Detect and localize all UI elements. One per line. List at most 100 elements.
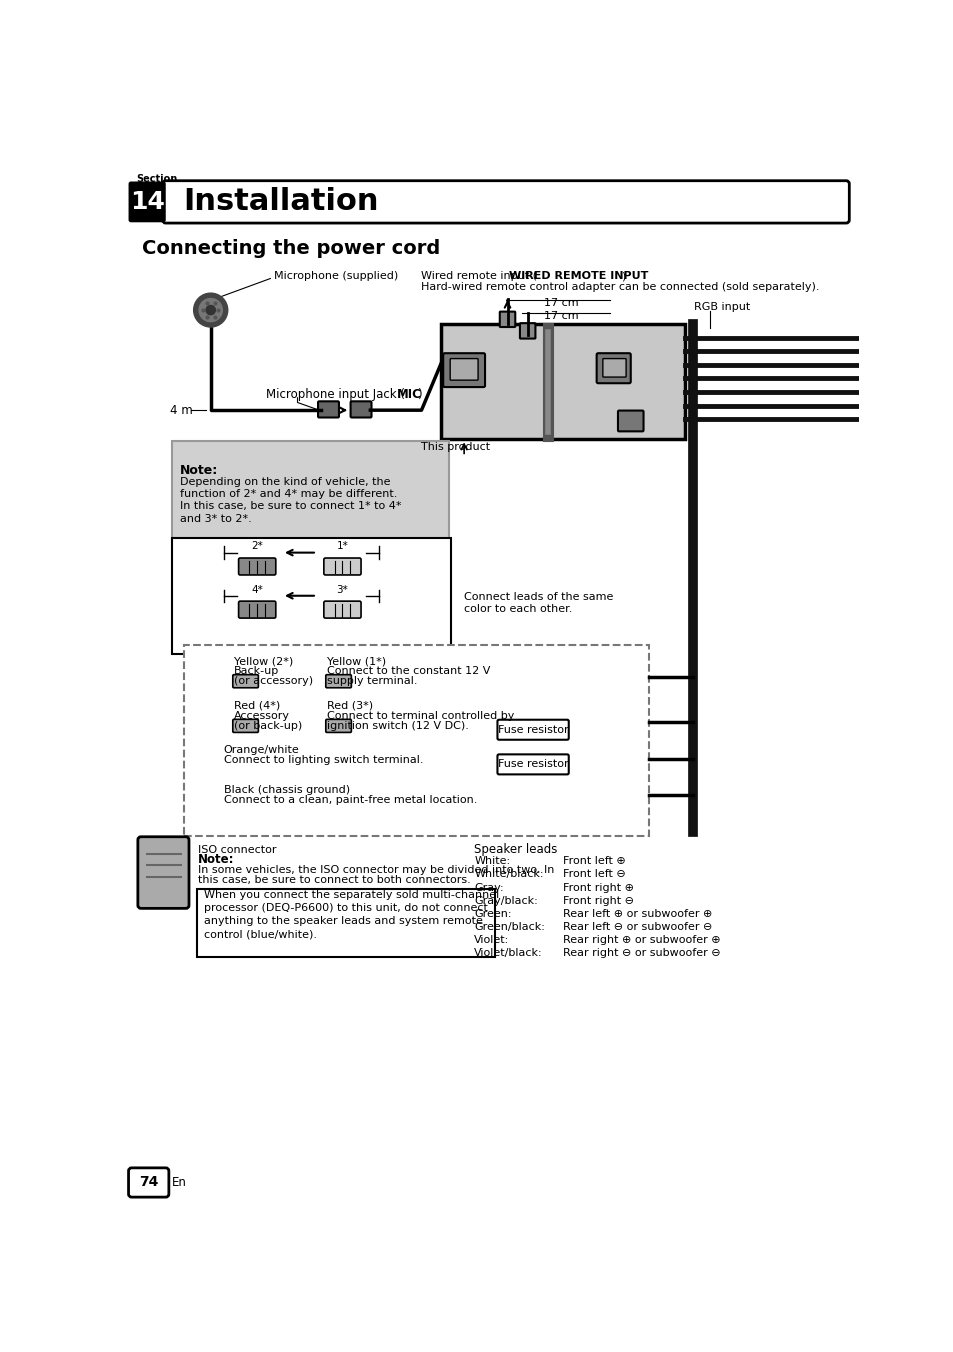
Text: processor (DEQ-P6600) to this unit, do not connect: processor (DEQ-P6600) to this unit, do n…: [204, 903, 488, 914]
FancyBboxPatch shape: [618, 411, 643, 431]
Bar: [172, 538, 451, 653]
Text: Rear right ⊖ or subwoofer ⊖: Rear right ⊖ or subwoofer ⊖: [562, 948, 720, 959]
Text: Gray:: Gray:: [474, 883, 503, 892]
Text: Speaker leads: Speaker leads: [474, 844, 557, 856]
Text: Rear right ⊕ or subwoofer ⊕: Rear right ⊕ or subwoofer ⊕: [562, 936, 720, 945]
Text: ): ): [416, 388, 421, 402]
Text: Note:: Note:: [179, 464, 217, 477]
Text: anything to the speaker leads and system remote: anything to the speaker leads and system…: [204, 917, 483, 926]
Text: MIC: MIC: [396, 388, 421, 402]
FancyBboxPatch shape: [172, 441, 449, 539]
Text: Connect leads of the same: Connect leads of the same: [464, 592, 613, 602]
Text: Note:: Note:: [198, 853, 234, 867]
FancyBboxPatch shape: [233, 675, 258, 688]
FancyBboxPatch shape: [602, 358, 625, 377]
Text: supply terminal.: supply terminal.: [327, 676, 417, 687]
FancyBboxPatch shape: [129, 181, 166, 222]
FancyBboxPatch shape: [497, 754, 568, 775]
FancyBboxPatch shape: [137, 837, 189, 909]
FancyBboxPatch shape: [596, 353, 630, 383]
Text: Microphone (supplied): Microphone (supplied): [274, 272, 398, 281]
Text: Yellow (1*): Yellow (1*): [327, 656, 386, 667]
Text: When you connect the separately sold multi-channel: When you connect the separately sold mul…: [204, 890, 499, 900]
FancyBboxPatch shape: [238, 558, 275, 575]
FancyBboxPatch shape: [238, 602, 275, 618]
Text: Depending on the kind of vehicle, the: Depending on the kind of vehicle, the: [179, 477, 390, 487]
FancyBboxPatch shape: [519, 323, 535, 338]
FancyBboxPatch shape: [184, 645, 649, 836]
Text: In some vehicles, the ISO connector may be divided into two. In: In some vehicles, the ISO connector may …: [198, 865, 554, 875]
FancyBboxPatch shape: [499, 311, 515, 327]
Text: Green/black:: Green/black:: [474, 922, 544, 932]
Text: 17 cm: 17 cm: [543, 299, 578, 308]
FancyBboxPatch shape: [162, 181, 848, 223]
FancyBboxPatch shape: [450, 358, 477, 380]
Text: Front right ⊖: Front right ⊖: [562, 895, 634, 906]
Text: Gray/black:: Gray/black:: [474, 895, 537, 906]
Text: Connecting the power cord: Connecting the power cord: [142, 239, 440, 258]
Text: 74: 74: [139, 1175, 158, 1190]
Text: Connect to terminal controlled by: Connect to terminal controlled by: [327, 711, 514, 721]
Text: ignition switch (12 V DC).: ignition switch (12 V DC).: [327, 721, 468, 731]
FancyBboxPatch shape: [325, 675, 351, 688]
Text: Hard-wired remote control adapter can be connected (sold separately).: Hard-wired remote control adapter can be…: [421, 283, 820, 292]
Text: 14: 14: [130, 189, 165, 214]
FancyBboxPatch shape: [129, 1168, 169, 1197]
Text: 17 cm: 17 cm: [543, 311, 578, 322]
Text: Red (4*): Red (4*): [233, 700, 280, 711]
Text: Fuse resistor: Fuse resistor: [497, 760, 568, 769]
Text: RGB input: RGB input: [694, 301, 750, 312]
Text: Accessory: Accessory: [233, 711, 290, 721]
Text: 4*: 4*: [251, 584, 263, 595]
Text: Front right ⊕: Front right ⊕: [562, 883, 634, 892]
FancyBboxPatch shape: [443, 353, 484, 387]
Text: ): ): [620, 272, 625, 281]
Text: Connect to the constant 12 V: Connect to the constant 12 V: [327, 667, 490, 676]
Text: Connect to lighting switch terminal.: Connect to lighting switch terminal.: [224, 754, 423, 765]
Text: Yellow (2*): Yellow (2*): [233, 656, 293, 667]
FancyBboxPatch shape: [233, 719, 258, 733]
Text: 4 m: 4 m: [170, 404, 193, 416]
Text: control (blue/white).: control (blue/white).: [204, 930, 317, 940]
Text: Back-up: Back-up: [233, 667, 279, 676]
FancyBboxPatch shape: [497, 719, 568, 740]
Text: this case, be sure to connect to both connectors.: this case, be sure to connect to both co…: [198, 875, 471, 884]
Text: Wired remote input (: Wired remote input (: [421, 272, 537, 281]
Text: Rear left ⊕ or subwoofer ⊕: Rear left ⊕ or subwoofer ⊕: [562, 909, 712, 919]
Text: Green:: Green:: [474, 909, 511, 919]
Text: Microphone input Jack (: Microphone input Jack (: [266, 388, 405, 402]
FancyBboxPatch shape: [323, 558, 360, 575]
Text: Installation: Installation: [183, 187, 378, 216]
Text: Black (chassis ground): Black (chassis ground): [224, 784, 350, 795]
Text: Orange/white: Orange/white: [224, 745, 299, 754]
Text: Connect to a clean, paint-free metal location.: Connect to a clean, paint-free metal loc…: [224, 795, 476, 804]
Text: Violet/black:: Violet/black:: [474, 948, 542, 959]
Text: ISO connector: ISO connector: [198, 845, 276, 854]
FancyBboxPatch shape: [350, 402, 371, 418]
Text: Rear left ⊖ or subwoofer ⊖: Rear left ⊖ or subwoofer ⊖: [562, 922, 712, 932]
Text: Section: Section: [136, 174, 177, 184]
Text: WIRED REMOTE INPUT: WIRED REMOTE INPUT: [509, 272, 648, 281]
FancyBboxPatch shape: [325, 719, 351, 733]
Text: Fuse resistor: Fuse resistor: [497, 725, 568, 734]
Text: In this case, be sure to connect 1* to 4*: In this case, be sure to connect 1* to 4…: [179, 502, 401, 511]
FancyBboxPatch shape: [317, 402, 338, 418]
FancyBboxPatch shape: [323, 602, 360, 618]
Text: function of 2* and 4* may be different.: function of 2* and 4* may be different.: [179, 489, 396, 499]
Text: (or accessory): (or accessory): [233, 676, 313, 687]
Circle shape: [193, 293, 228, 327]
Text: White/black:: White/black:: [474, 869, 543, 880]
Text: Violet:: Violet:: [474, 936, 509, 945]
FancyBboxPatch shape: [196, 890, 495, 957]
Text: Front left ⊕: Front left ⊕: [562, 856, 625, 867]
Text: color to each other.: color to each other.: [464, 604, 572, 614]
Text: and 3* to 2*.: and 3* to 2*.: [179, 514, 252, 523]
Bar: [440, 324, 684, 439]
Text: 1*: 1*: [336, 541, 348, 550]
Text: Front left ⊖: Front left ⊖: [562, 869, 625, 880]
Text: (or back-up): (or back-up): [233, 721, 302, 731]
Circle shape: [199, 299, 222, 322]
Text: This product: This product: [421, 442, 490, 452]
Text: 3*: 3*: [336, 584, 348, 595]
Circle shape: [206, 306, 215, 315]
